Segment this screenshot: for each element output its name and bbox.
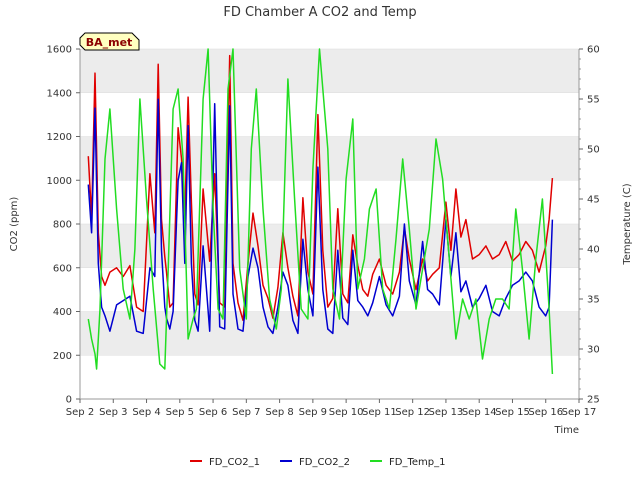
x-tick-label: Sep 3 — [99, 407, 127, 418]
badge-label: BA_met — [86, 36, 133, 49]
grid-band — [80, 136, 579, 181]
series-line-FD_CO2_2 — [87, 98, 554, 335]
badge-box — [79, 32, 140, 51]
y2-tick-label: 25 — [587, 395, 600, 406]
x-tick-label: Sep 5 — [166, 407, 194, 418]
x-tick-label: Sep 6 — [199, 407, 227, 418]
legend-label-FD_CO2_2: FD_CO2_2 — [299, 457, 350, 468]
x-tick-label: Sep 2 — [66, 407, 94, 418]
y2-tick-label: 35 — [587, 295, 600, 306]
x-tick-label: Sep 16 — [528, 407, 563, 418]
badge: BA_met — [79, 32, 140, 51]
legend-label-FD_CO2_1: FD_CO2_1 — [209, 457, 260, 468]
y-tick-label: 1600 — [47, 45, 72, 56]
x-tick-label: Sep 9 — [299, 407, 327, 418]
y-tick-label: 600 — [53, 263, 72, 274]
axes — [76, 48, 583, 403]
y-tick-label: 400 — [53, 307, 72, 318]
grid-band — [80, 49, 579, 93]
x-tick-label: Sep 14 — [462, 407, 497, 418]
y2-tick-label: 50 — [587, 145, 600, 156]
y-axis-title: CO2 (ppm) — [9, 197, 20, 252]
x-tick-label: Sep 13 — [429, 407, 464, 418]
chart-title: FD Chamber A CO2 and Temp — [223, 5, 416, 20]
tick-labels: 0 200 400 600 800 1000 1200 1400 1600 25 30 35 40 45 5… — [47, 45, 600, 419]
y2-tick-label: 55 — [587, 95, 600, 106]
legend: FD_CO2_1 FD_CO2_2 FD_Temp_1 — [190, 457, 445, 468]
y2-axis-title: Temperature (C) — [622, 183, 633, 265]
y2-tick-label: 30 — [587, 345, 600, 356]
y-tick-label: 1200 — [47, 132, 72, 143]
x-tick-label: Sep 11 — [362, 407, 397, 418]
x-tick-label: Sep 7 — [232, 407, 260, 418]
grid-band — [80, 311, 579, 356]
series-line-FD_CO2_1 — [87, 54, 554, 322]
y-tick-label: 1400 — [47, 88, 72, 99]
y2-tick-label: 45 — [587, 195, 600, 206]
x-tick-label: Sep 4 — [132, 407, 160, 418]
y-tick-label: 800 — [53, 220, 72, 231]
y-tick-label: 1000 — [47, 176, 72, 187]
y2-tick-label: 40 — [587, 245, 600, 256]
y-tick-label: 0 — [66, 395, 72, 406]
grid-bands — [80, 48, 579, 400]
series-lines — [87, 48, 554, 375]
x-axis-title: Time — [554, 425, 579, 436]
x-tick-label: Sep 17 — [562, 407, 597, 418]
legend-label-FD_Temp_1: FD_Temp_1 — [389, 457, 445, 468]
y2-tick-label: 60 — [587, 45, 600, 56]
series-line-FD_Temp_1 — [87, 48, 554, 375]
x-tick-label: Sep 12 — [395, 407, 430, 418]
x-tick-label: Sep 10 — [329, 407, 364, 418]
x-tick-label: Sep 15 — [495, 407, 530, 418]
x-tick-label: Sep 8 — [265, 407, 293, 418]
y-tick-label: 200 — [53, 351, 72, 362]
